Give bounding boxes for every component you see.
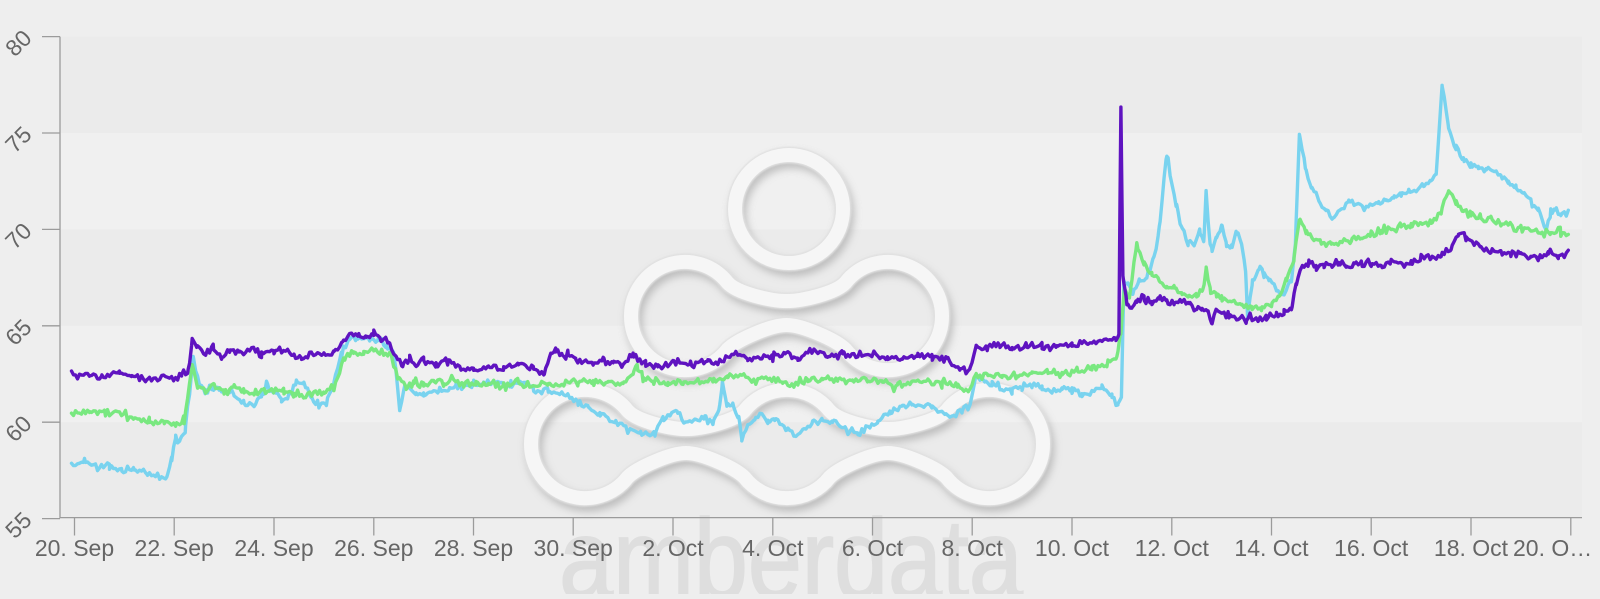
svg-text:80: 80 [0, 25, 36, 61]
svg-text:20. O…: 20. O… [1513, 535, 1592, 561]
svg-text:12. Oct: 12. Oct [1135, 535, 1210, 561]
svg-text:14. Oct: 14. Oct [1234, 535, 1309, 561]
svg-text:75: 75 [0, 121, 36, 157]
svg-text:70: 70 [0, 218, 36, 254]
svg-text:20. Sep: 20. Sep [35, 535, 114, 561]
svg-text:26. Sep: 26. Sep [334, 535, 413, 561]
svg-text:8. Oct: 8. Oct [942, 535, 1004, 561]
svg-text:amberdata: amberdata [559, 496, 1023, 594]
svg-text:18. Oct: 18. Oct [1434, 535, 1509, 561]
svg-text:60: 60 [0, 410, 36, 446]
svg-text:22. Sep: 22. Sep [135, 535, 214, 561]
svg-text:65: 65 [0, 314, 36, 350]
svg-text:28. Sep: 28. Sep [434, 535, 513, 561]
svg-text:30. Sep: 30. Sep [534, 535, 613, 561]
svg-text:10. Oct: 10. Oct [1035, 535, 1110, 561]
svg-text:4. Oct: 4. Oct [742, 535, 804, 561]
svg-text:16. Oct: 16. Oct [1334, 535, 1409, 561]
svg-text:2. Oct: 2. Oct [642, 535, 704, 561]
svg-text:55: 55 [0, 507, 36, 543]
svg-text:6. Oct: 6. Oct [842, 535, 904, 561]
svg-text:24. Sep: 24. Sep [234, 535, 313, 561]
